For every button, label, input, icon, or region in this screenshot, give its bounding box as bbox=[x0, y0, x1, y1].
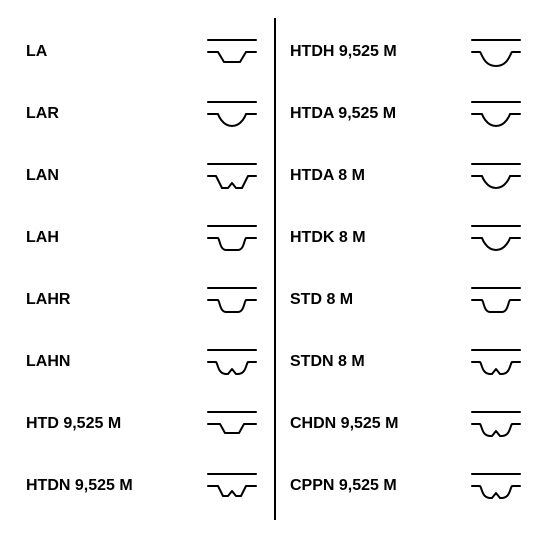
profile-label: LAR bbox=[20, 105, 198, 123]
profile-label: LAN bbox=[20, 167, 198, 185]
columns-container: LA LAR LAN LAH LAHR LAHN HTD 9,525 M HTDN 9,525… bbox=[20, 28, 530, 510]
profile-row: HTDH 9,525 M bbox=[284, 28, 530, 76]
profile-row: CPPN 9,525 M bbox=[284, 462, 530, 510]
tooth-profile-icon bbox=[468, 466, 524, 506]
tooth-profile-icon bbox=[468, 156, 524, 196]
tooth-profile-icon bbox=[204, 280, 260, 320]
profile-shape bbox=[198, 466, 266, 506]
profile-label: LAH bbox=[20, 229, 198, 247]
profile-row: HTD 9,525 M bbox=[20, 400, 266, 448]
profile-label: STDN 8 M bbox=[284, 353, 462, 371]
profile-shape bbox=[462, 32, 530, 72]
profile-shape bbox=[198, 218, 266, 258]
column-divider bbox=[274, 18, 276, 520]
tooth-profile-icon bbox=[204, 404, 260, 444]
profile-row: LAH bbox=[20, 214, 266, 262]
tooth-profile-icon bbox=[204, 466, 260, 506]
profile-chart: LA LAR LAN LAH LAHR LAHN HTD 9,525 M HTDN 9,525… bbox=[0, 0, 550, 550]
tooth-profile-icon bbox=[204, 32, 260, 72]
right-column: HTDH 9,525 M HTDA 9,525 M HTDA 8 M HTDK 8 M… bbox=[284, 28, 530, 510]
tooth-profile-icon bbox=[468, 342, 524, 382]
tooth-profile-icon bbox=[204, 156, 260, 196]
profile-label: CHDN 9,525 M bbox=[284, 415, 462, 433]
tooth-profile-icon bbox=[468, 280, 524, 320]
profile-row: HTDK 8 M bbox=[284, 214, 530, 262]
profile-row: HTDN 9,525 M bbox=[20, 462, 266, 510]
profile-shape bbox=[198, 342, 266, 382]
profile-label: LA bbox=[20, 43, 198, 61]
profile-label: LAHN bbox=[20, 353, 198, 371]
tooth-profile-icon bbox=[204, 342, 260, 382]
profile-label: HTDA 8 M bbox=[284, 167, 462, 185]
profile-label: HTDK 8 M bbox=[284, 229, 462, 247]
tooth-profile-icon bbox=[204, 218, 260, 258]
profile-label: CPPN 9,525 M bbox=[284, 477, 462, 495]
profile-label: STD 8 M bbox=[284, 291, 462, 309]
tooth-profile-icon bbox=[468, 218, 524, 258]
profile-shape bbox=[198, 32, 266, 72]
profile-label: HTDA 9,525 M bbox=[284, 105, 462, 123]
profile-row: CHDN 9,525 M bbox=[284, 400, 530, 448]
profile-row: LAHN bbox=[20, 338, 266, 386]
profile-row: LAHR bbox=[20, 276, 266, 324]
profile-shape bbox=[462, 404, 530, 444]
profile-row: HTDA 9,525 M bbox=[284, 90, 530, 138]
tooth-profile-icon bbox=[468, 404, 524, 444]
profile-row: LAN bbox=[20, 152, 266, 200]
profile-label: LAHR bbox=[20, 291, 198, 309]
profile-row: STD 8 M bbox=[284, 276, 530, 324]
profile-shape bbox=[198, 94, 266, 134]
profile-shape bbox=[462, 342, 530, 382]
tooth-profile-icon bbox=[468, 32, 524, 72]
tooth-profile-icon bbox=[204, 94, 260, 134]
profile-shape bbox=[198, 280, 266, 320]
profile-label: HTDH 9,525 M bbox=[284, 43, 462, 61]
profile-row: HTDA 8 M bbox=[284, 152, 530, 200]
profile-label: HTDN 9,525 M bbox=[20, 477, 198, 495]
profile-shape bbox=[462, 156, 530, 196]
profile-row: STDN 8 M bbox=[284, 338, 530, 386]
profile-shape bbox=[198, 404, 266, 444]
profile-label: HTD 9,525 M bbox=[20, 415, 198, 433]
profile-row: LA bbox=[20, 28, 266, 76]
profile-shape bbox=[198, 156, 266, 196]
tooth-profile-icon bbox=[468, 94, 524, 134]
profile-shape bbox=[462, 280, 530, 320]
left-column: LA LAR LAN LAH LAHR LAHN HTD 9,525 M HTDN 9,525… bbox=[20, 28, 266, 510]
profile-shape bbox=[462, 94, 530, 134]
profile-row: LAR bbox=[20, 90, 266, 138]
profile-shape bbox=[462, 218, 530, 258]
profile-shape bbox=[462, 466, 530, 506]
